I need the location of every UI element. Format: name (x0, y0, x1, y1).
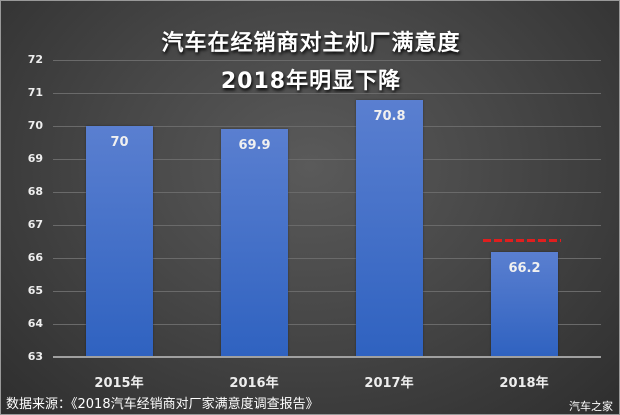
gridline (53, 225, 601, 226)
data-source-note: 数据来源：《2018汽车经销商对厂家满意度调查报告》 (6, 397, 319, 412)
gridline (53, 192, 601, 193)
chart-title-line1: 汽车在经销商对主机厂满意度 (161, 31, 461, 56)
x-tick: 2018年 (499, 376, 549, 391)
y-tick: 68 (27, 185, 43, 198)
highlight-dashed-line (483, 239, 561, 242)
x-axis-line (53, 356, 601, 358)
y-tick: 72 (27, 53, 43, 66)
bar-2015: 70 (86, 126, 153, 357)
bar-value-label: 69.9 (238, 138, 271, 153)
y-tick: 64 (27, 317, 43, 330)
chart-title-line2: 2018年明显下降 (220, 69, 402, 94)
bar-2017: 70.8 (356, 100, 423, 357)
x-tick: 2017年 (364, 376, 414, 391)
y-tick: 66 (27, 251, 43, 264)
gridline (53, 291, 601, 292)
bar-2018: 66.2 (491, 252, 558, 357)
gridline (53, 159, 601, 160)
gridline (53, 258, 601, 259)
watermark: 汽车之家 (569, 400, 613, 413)
gridline (53, 93, 601, 94)
x-tick: 2016年 (229, 376, 279, 391)
gridline (53, 324, 601, 325)
x-tick: 2015年 (94, 376, 144, 391)
gridline (53, 126, 601, 127)
bar-value-label: 66.2 (508, 261, 541, 276)
y-tick: 69 (27, 152, 43, 165)
y-tick: 65 (27, 284, 43, 297)
gridline (53, 60, 601, 61)
y-tick: 70 (27, 119, 43, 132)
y-tick: 71 (27, 86, 43, 99)
bar-value-label: 70.8 (373, 109, 406, 124)
bar-value-label: 70 (110, 135, 129, 150)
y-tick: 63 (27, 350, 43, 363)
bar-2016: 69.9 (221, 129, 288, 357)
y-tick: 67 (27, 218, 43, 231)
